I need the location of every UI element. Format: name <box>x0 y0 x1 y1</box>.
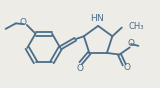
Text: O: O <box>20 18 27 27</box>
Text: CH₃: CH₃ <box>128 22 144 31</box>
Text: N: N <box>97 14 103 23</box>
Text: O: O <box>76 64 83 73</box>
Text: O: O <box>128 39 135 48</box>
Text: O: O <box>124 63 131 72</box>
Text: H: H <box>90 14 97 23</box>
